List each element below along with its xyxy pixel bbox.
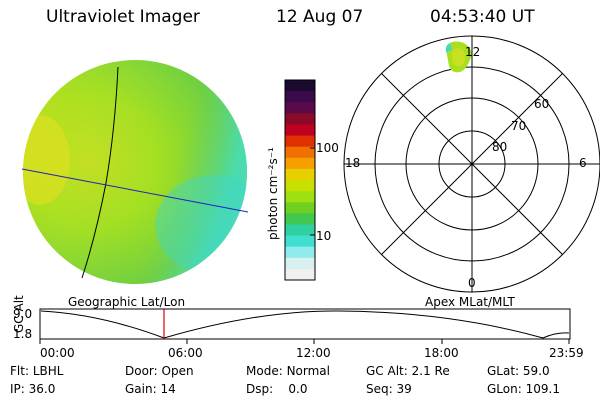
time-label: 04:53:40 UT [430,7,535,27]
aurora-blob [445,41,472,73]
info-glon: GLon: 109.1 [487,382,560,396]
colorbar-segment [285,191,315,203]
mlt-label-18: 18 [345,156,361,170]
meridian-line [81,66,119,279]
colorbar-tick-100: 100 [316,141,339,155]
apex-label: Apex MLat/MLT [425,295,515,309]
time-tick-0000: 00:00 [40,346,75,360]
mlat-label-70: 70 [511,119,527,133]
mlt-label-6: 6 [579,156,587,170]
mlt-label-12: 12 [465,45,481,59]
info-seq: Seq: 39 [366,382,412,396]
mlt-label-0: 0 [468,276,476,290]
colorbar-segment [285,180,315,192]
colorbar-frame [284,79,316,281]
colorbar-segment [285,268,315,281]
altitude-curve [40,310,570,339]
colorbar-segment [285,224,315,237]
altitude-tick-1-8: 1.8 [13,327,33,341]
colorbar-segment [285,135,315,148]
info-gain: Gain: 14 [125,382,176,396]
colorbar-segment [285,80,315,92]
colorbar [284,79,316,281]
colorbar-segment [285,246,315,259]
date-label: 12 Aug 07 [276,7,364,27]
time-tick-2359: 23:59 [549,346,584,360]
info-flt: Flt: LBHL [10,364,64,378]
mlat-label-60: 60 [534,97,550,111]
geographic-label: Geographic Lat/Lon [68,295,186,309]
time-tick-1200: 12:00 [296,346,331,360]
altitude-plot-frame [39,308,571,340]
colorbar-segment [285,213,315,225]
colorbar-segment [285,168,315,181]
altitude-tick-9: 9.0 [13,307,33,321]
colorbar-segment [285,102,315,114]
colorbar-segment [285,202,315,214]
colorbar-segment [285,113,315,125]
info-gc-alt: GC Alt: 2.1 Re [366,364,450,378]
colorbar-segment [285,257,315,270]
info-ip: IP: 36.0 [10,382,56,396]
colorbar-segment [285,124,315,137]
colorbar-segment [285,157,315,170]
mlat-label-80: 80 [492,140,508,154]
info-door: Door: Open [125,364,194,378]
instrument-title: Ultraviolet Imager [46,7,200,27]
colorbar-segment [285,91,315,103]
colorbar-tick-10: 10 [316,229,332,243]
polar-diag-2 [381,73,563,255]
colorbar-segment [285,146,315,159]
colorbar-segment [285,235,315,248]
info-mode: Mode: Normal [246,364,330,378]
info-dsp: Dsp: 0.0 [246,382,308,396]
time-tick-0600: 06:00 [168,346,203,360]
info-glat: GLat: 59.0 [487,364,550,378]
time-tick-1800: 18:00 [424,346,459,360]
latitude-line [21,168,249,213]
